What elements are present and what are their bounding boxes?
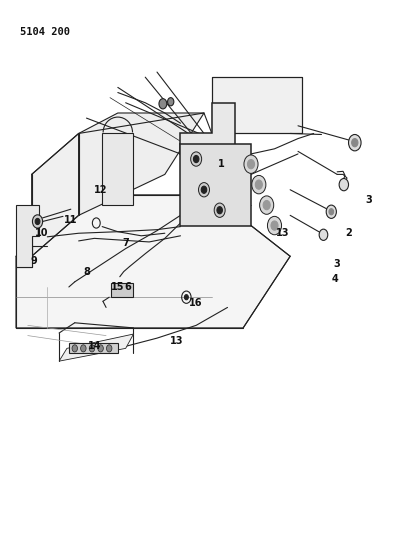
Circle shape xyxy=(329,209,334,215)
Circle shape xyxy=(352,139,358,147)
Circle shape xyxy=(184,295,188,300)
Circle shape xyxy=(244,155,258,173)
Circle shape xyxy=(81,345,86,352)
Circle shape xyxy=(201,186,207,193)
Circle shape xyxy=(319,229,328,240)
Text: 3: 3 xyxy=(334,259,341,269)
Circle shape xyxy=(326,205,336,219)
Text: 13: 13 xyxy=(170,336,183,346)
Text: 3: 3 xyxy=(365,195,372,205)
Text: 14: 14 xyxy=(88,341,101,351)
Circle shape xyxy=(263,200,270,209)
Circle shape xyxy=(248,159,255,169)
Circle shape xyxy=(271,221,278,230)
Circle shape xyxy=(255,180,262,189)
Text: 5104 200: 5104 200 xyxy=(20,27,70,37)
Circle shape xyxy=(33,215,42,228)
Circle shape xyxy=(98,345,103,352)
Text: 7: 7 xyxy=(122,238,129,248)
Circle shape xyxy=(168,98,174,106)
Circle shape xyxy=(35,219,40,224)
Polygon shape xyxy=(79,113,204,215)
Circle shape xyxy=(89,345,95,352)
Circle shape xyxy=(259,196,274,214)
Text: 1: 1 xyxy=(218,159,225,169)
Circle shape xyxy=(72,345,78,352)
Circle shape xyxy=(214,203,225,217)
Text: 12: 12 xyxy=(93,185,107,195)
Text: 16: 16 xyxy=(188,298,202,309)
Circle shape xyxy=(106,345,112,352)
Text: 13: 13 xyxy=(275,228,289,238)
Circle shape xyxy=(339,179,348,191)
Circle shape xyxy=(348,134,361,151)
Circle shape xyxy=(159,99,167,109)
Circle shape xyxy=(199,183,209,197)
Polygon shape xyxy=(69,343,118,353)
Text: 9: 9 xyxy=(30,256,37,266)
Polygon shape xyxy=(180,144,251,225)
Text: 15: 15 xyxy=(111,282,124,292)
Polygon shape xyxy=(180,103,235,154)
Circle shape xyxy=(252,175,266,194)
Polygon shape xyxy=(212,77,302,133)
Polygon shape xyxy=(102,133,133,205)
Text: 4: 4 xyxy=(332,274,339,284)
Circle shape xyxy=(268,216,282,235)
Text: 8: 8 xyxy=(83,266,90,277)
Polygon shape xyxy=(111,283,133,297)
Text: 10: 10 xyxy=(35,228,48,238)
Circle shape xyxy=(191,152,202,166)
Text: 2: 2 xyxy=(346,228,352,238)
Polygon shape xyxy=(16,205,40,266)
Circle shape xyxy=(193,156,199,163)
Polygon shape xyxy=(16,195,290,328)
Polygon shape xyxy=(32,133,79,256)
Circle shape xyxy=(217,207,222,214)
Text: 6: 6 xyxy=(124,282,131,292)
Text: 11: 11 xyxy=(64,215,78,225)
Polygon shape xyxy=(59,334,133,361)
